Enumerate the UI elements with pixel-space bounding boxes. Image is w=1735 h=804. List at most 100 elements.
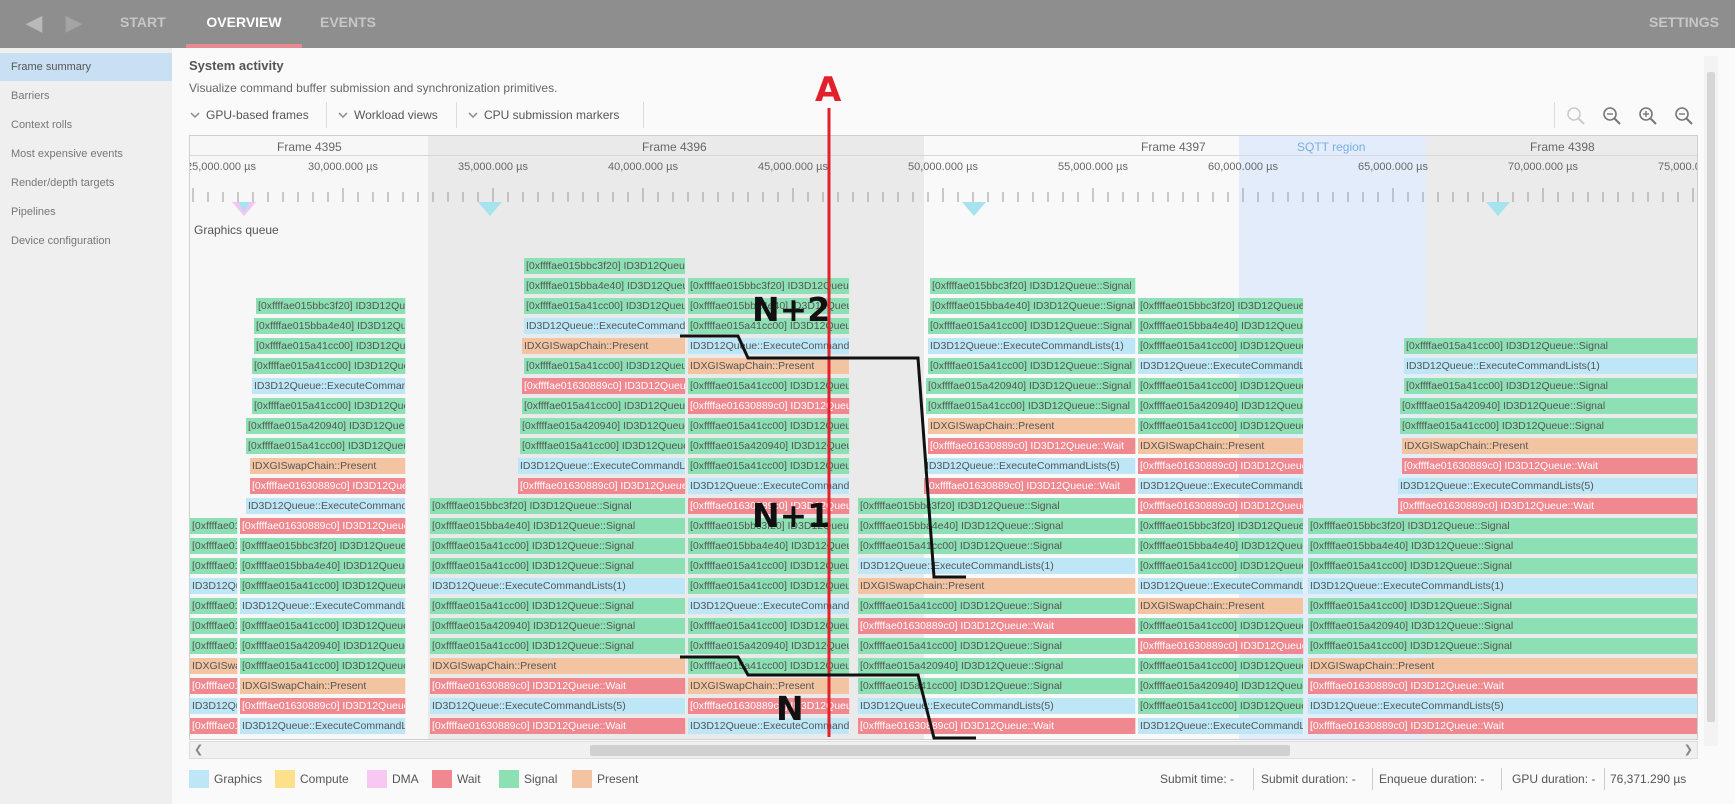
signal-bar[interactable]: [0xffffae015bba4e40] ID3D12Queue::Signal bbox=[190, 538, 238, 554]
frame-marker-icon[interactable] bbox=[960, 202, 988, 218]
tab-settings[interactable]: SETTINGS bbox=[1648, 14, 1719, 30]
execute-bar[interactable]: ID3D12Queue::ExecuteCommandLists(1) bbox=[246, 498, 406, 514]
execute-bar[interactable]: ID3D12Queue::ExecuteCommandLists(5) bbox=[858, 698, 1136, 714]
frame-marker-icon[interactable] bbox=[476, 202, 504, 218]
signal-bar[interactable]: [0xffffae015a41cc00] ID3D12Queue::Signal bbox=[190, 558, 238, 574]
wait-bar[interactable]: [0xffffae01630889c0] ID3D12Queue::Wait bbox=[190, 678, 238, 694]
execute-bar[interactable]: ID3D12Queue::ExecuteCommandLists(5) bbox=[518, 458, 686, 474]
frame-marker-icon[interactable] bbox=[1484, 202, 1512, 218]
signal-bar[interactable]: [0xffffae015a41cc00] ID3D12Queue::Signal bbox=[1138, 338, 1304, 354]
signal-bar[interactable]: [0xffffae015bba4e40] ID3D12Queue::Signal bbox=[254, 318, 406, 334]
wait-bar[interactable]: [0xffffae01630889c0] ID3D12Queue::Wait bbox=[688, 698, 850, 714]
frame-label[interactable]: Frame 4396 bbox=[642, 140, 707, 154]
execute-bar[interactable]: ID3D12Queue::ExecuteCommandLists(1) bbox=[240, 598, 406, 614]
signal-bar[interactable]: [0xffffae015bbc3f20] ID3D12Queue::Signal bbox=[930, 278, 1136, 294]
signal-bar[interactable]: [0xffffae015a41cc00] ID3D12Queue::Signal bbox=[688, 378, 850, 394]
signal-bar[interactable]: [0xffffae015a41cc00] ID3D12Queue::Signal bbox=[1308, 638, 1697, 654]
signal-bar[interactable]: [0xffffae015a41cc00] ID3D12Queue::Signal bbox=[688, 558, 850, 574]
wait-bar[interactable]: [0xffffae01630889c0] ID3D12Queue::Wait bbox=[240, 698, 406, 714]
scrollbar-thumb[interactable] bbox=[590, 745, 1290, 756]
signal-bar[interactable]: [0xffffae015a41cc00] ID3D12Queue::Signal bbox=[252, 398, 406, 414]
execute-bar[interactable]: ID3D12Queue::ExecuteCommandLists(1) bbox=[430, 578, 686, 594]
present-bar[interactable]: IDXGISwapChain::Present bbox=[688, 358, 850, 374]
wait-bar[interactable]: [0xffffae01630889c0] ID3D12Queue::Wait bbox=[1138, 638, 1304, 654]
signal-bar[interactable]: [0xffffae015a420940] ID3D12Queue::Signal bbox=[240, 638, 406, 654]
signal-bar[interactable]: [0xffffae015a41cc00] ID3D12Queue::Signal bbox=[430, 638, 686, 654]
execute-bar[interactable]: ID3D12Queue::ExecuteCommandLists(1) bbox=[928, 338, 1136, 354]
execute-bar[interactable]: ID3D12Queue::ExecuteCommandLists(1) bbox=[1138, 358, 1304, 374]
signal-bar[interactable]: [0xffffae015bbc3f20] ID3D12Queue::Signal bbox=[1138, 298, 1304, 314]
signal-bar[interactable]: [0xffffae015bba4e40] ID3D12Queue::Signal bbox=[688, 538, 850, 554]
execute-bar[interactable]: ID3D12Queue::ExecuteCommandLists(5) bbox=[190, 698, 238, 714]
wait-bar[interactable]: [0xffffae01630889c0] ID3D12Queue::Wait bbox=[240, 518, 406, 534]
execute-bar[interactable]: ID3D12Queue::ExecuteCommandLists(5) bbox=[1138, 478, 1304, 494]
signal-bar[interactable]: [0xffffae015a41cc00] ID3D12Queue::Signal bbox=[190, 638, 238, 654]
present-bar[interactable]: IDXGISwapChain::Present bbox=[240, 678, 406, 694]
signal-bar[interactable]: [0xffffae015bbc3f20] ID3D12Queue::Signal bbox=[858, 498, 1136, 514]
signal-bar[interactable]: [0xffffae015a41cc00] ID3D12Queue::Signal bbox=[688, 618, 850, 634]
sidebar-item-frame-summary[interactable]: Frame summary bbox=[0, 53, 172, 81]
signal-bar[interactable]: [0xffffae015a41cc00] ID3D12Queue::Signal bbox=[1404, 338, 1697, 354]
signal-bar[interactable]: [0xffffae015a41cc00] ID3D12Queue::Signal bbox=[1138, 618, 1304, 634]
signal-bar[interactable]: [0xffffae015bbc3f20] ID3D12Queue::Signal bbox=[256, 298, 406, 314]
present-bar[interactable]: IDXGISwapChain::Present bbox=[1308, 658, 1697, 674]
signal-bar[interactable]: [0xffffae015a41cc00] ID3D12Queue::Signal bbox=[1308, 558, 1697, 574]
gpu-based-frames-dropdown[interactable]: GPU-based frames bbox=[190, 104, 309, 126]
signal-bar[interactable]: [0xffffae015a41cc00] ID3D12Queue::Signal bbox=[252, 358, 406, 374]
signal-bar[interactable]: [0xffffae015a420940] ID3D12Queue::Signal bbox=[926, 378, 1136, 394]
execute-bar[interactable]: ID3D12Queue::ExecuteCommandLists(1) bbox=[688, 718, 850, 734]
signal-bar[interactable]: [0xffffae015bbc3f20] ID3D12Queue::Signal bbox=[430, 498, 686, 514]
signal-bar[interactable]: [0xffffae015a420940] ID3D12Queue::Signal bbox=[1138, 678, 1304, 694]
wait-bar[interactable]: [0xffffae01630889c0] ID3D12Queue::Wait bbox=[250, 478, 406, 494]
signal-bar[interactable]: [0xffffae015a41cc00] ID3D12Queue::Signal bbox=[1138, 658, 1304, 674]
signal-bar[interactable]: [0xffffae015a41cc00] ID3D12Queue::Signal bbox=[522, 398, 686, 414]
signal-bar[interactable]: [0xffffae015a41cc00] ID3D12Queue::Signal bbox=[926, 398, 1136, 414]
sidebar-item-barriers[interactable]: Barriers bbox=[11, 90, 50, 102]
wait-bar[interactable]: [0xffffae01630889c0] ID3D12Queue::Wait bbox=[928, 438, 1136, 454]
present-bar[interactable]: IDXGISwapChain::Present bbox=[430, 658, 686, 674]
zoom-disabled-icon[interactable] bbox=[1564, 104, 1588, 128]
zoom-in-icon[interactable] bbox=[1636, 104, 1660, 128]
signal-bar[interactable]: [0xffffae015a41cc00] ID3D12Queue::Signal bbox=[1404, 378, 1697, 394]
signal-bar[interactable]: [0xffffae015bba4e40] ID3D12Queue::Signal bbox=[930, 298, 1136, 314]
zoom-out-icon[interactable] bbox=[1672, 104, 1696, 128]
signal-bar[interactable]: [0xffffae015bba4e40] ID3D12Queue::Signal bbox=[430, 518, 686, 534]
timeline-view[interactable]: Frame 4395 Frame 4396 Frame 4397 SQTT re… bbox=[189, 135, 1698, 740]
execute-bar[interactable]: ID3D12Queue::ExecuteCommandLists(5) bbox=[1398, 478, 1697, 494]
zoom-reset-icon[interactable] bbox=[1600, 104, 1624, 128]
signal-bar[interactable]: [0xffffae015a41cc00] ID3D12Queue::Signal bbox=[928, 358, 1136, 374]
signal-bar[interactable]: [0xffffae015bba4e40] ID3D12Queue::Signal bbox=[688, 298, 850, 314]
execute-bar[interactable]: ID3D12Queue::ExecuteCommandLists(5) bbox=[240, 718, 406, 734]
execute-bar[interactable]: ID3D12Queue::ExecuteCommandLists(1) bbox=[1138, 578, 1304, 594]
sqtt-region-label[interactable]: SQTT region bbox=[1297, 140, 1366, 154]
signal-bar[interactable]: [0xffffae015a41cc00] ID3D12Queue::Signal bbox=[688, 418, 850, 434]
execute-bar[interactable]: ID3D12Queue::ExecuteCommandLists(5) bbox=[1308, 698, 1697, 714]
execute-bar[interactable]: ID3D12Queue::ExecuteCommandLists(1) bbox=[688, 338, 850, 354]
wait-bar[interactable]: [0xffffae01630889c0] ID3D12Queue::Wait bbox=[1398, 498, 1697, 514]
signal-bar[interactable]: [0xffffae015a41cc00] ID3D12Queue::Signal bbox=[240, 578, 406, 594]
signal-bar[interactable]: [0xffffae015bba4e40] ID3D12Queue::Signal bbox=[1138, 538, 1304, 554]
signal-bar[interactable]: [0xffffae015a41cc00] ID3D12Queue::Signal bbox=[1138, 558, 1304, 574]
present-bar[interactable]: IDXGISwapChain::Present bbox=[1138, 438, 1304, 454]
signal-bar[interactable]: [0xffffae015a420940] ID3D12Queue::Signal bbox=[1400, 398, 1697, 414]
signal-bar[interactable]: [0xffffae015a41cc00] ID3D12Queue::Signal bbox=[858, 598, 1136, 614]
wait-bar[interactable]: [0xffffae01630889c0] ID3D12Queue::Wait bbox=[688, 398, 850, 414]
wait-bar[interactable]: [0xffffae01630889c0] ID3D12Queue::Wait bbox=[518, 478, 686, 494]
signal-bar[interactable]: [0xffffae015a41cc00] ID3D12Queue::Signal bbox=[928, 318, 1136, 334]
signal-bar[interactable]: [0xffffae015a41cc00] ID3D12Queue::Signal bbox=[254, 338, 406, 354]
signal-bar[interactable]: [0xffffae015bbc3f20] ID3D12Queue::Signal bbox=[240, 538, 406, 554]
vertical-scrollbar[interactable] bbox=[1704, 56, 1718, 746]
sidebar-item-most-expensive-events[interactable]: Most expensive events bbox=[11, 148, 123, 160]
signal-bar[interactable]: [0xffffae015a41cc00] ID3D12Queue::Signal bbox=[520, 438, 686, 454]
signal-bar[interactable]: [0xffffae015a41cc00] ID3D12Queue::Signal bbox=[240, 658, 406, 674]
frame-label[interactable]: Frame 4397 bbox=[1141, 140, 1206, 154]
cpu-submission-markers-dropdown[interactable]: CPU submission markers bbox=[468, 104, 619, 126]
signal-bar[interactable]: [0xffffae015a41cc00] ID3D12Queue::Signal bbox=[858, 638, 1136, 654]
signal-bar[interactable]: [0xffffae015a41cc00] ID3D12Queue::Signal bbox=[1308, 598, 1697, 614]
present-bar[interactable]: IDXGISwapChain::Present bbox=[522, 338, 686, 354]
sidebar-item-device-configuration[interactable]: Device configuration bbox=[11, 235, 111, 247]
signal-bar[interactable]: [0xffffae015a420940] ID3D12Queue::Signal bbox=[190, 618, 238, 634]
wait-bar[interactable]: [0xffffae01630889c0] ID3D12Queue::Wait bbox=[858, 618, 1136, 634]
signal-bar[interactable]: [0xffffae015a41cc00] ID3D12Queue::Signal bbox=[688, 578, 850, 594]
signal-bar[interactable]: [0xffffae015bbc3f20] ID3D12Queue::Signal bbox=[688, 278, 850, 294]
